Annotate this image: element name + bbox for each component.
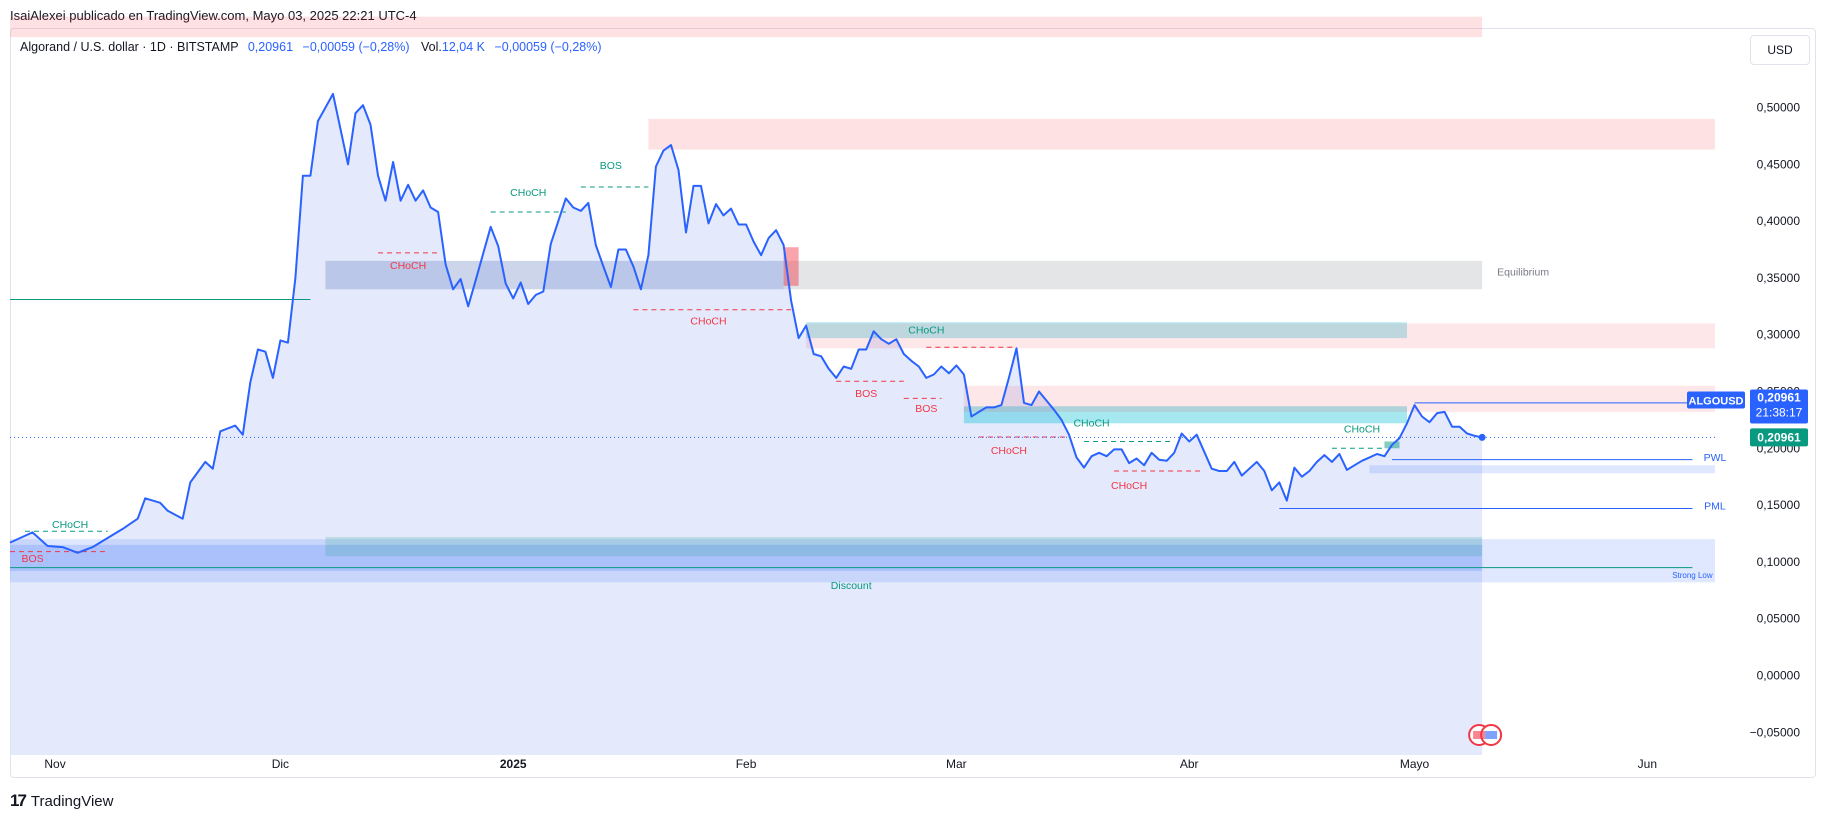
structure-zone[interactable] [648,118,1715,150]
symbol-legend[interactable]: Algorand / U.S. dollar · 1D · BITSTAMP 0… [20,40,602,54]
countdown-tag-time: 21:38:17 [1756,405,1803,419]
x-tick-label: Feb [736,757,757,771]
y-tick-label: 0,00000 [1757,668,1801,682]
x-tick-label: Mar [946,757,967,771]
y-tick-label: 0,35000 [1757,271,1801,285]
brand-name[interactable]: TradingView [30,792,114,810]
structure-zone[interactable] [10,544,1483,571]
countdown-tag-price: 0,20961 [1757,390,1801,404]
price-area [10,93,1483,755]
smc-label: CHoCH [690,315,726,327]
y-tick-label: 0,50000 [1757,101,1801,115]
x-tick-label: Nov [44,757,65,771]
symbol-tag [1687,391,1745,409]
x-tick-label: 2025 [500,757,527,771]
smc-label: CHoCH [1111,480,1147,492]
structure-zone[interactable] [1369,465,1715,474]
structure-zone[interactable] [10,539,1715,583]
smc-label: BOS [600,160,622,172]
x-tick-label: Abr [1180,757,1199,771]
y-tick-label: 0,45000 [1757,157,1801,171]
y-tick-label: 0,40000 [1757,214,1801,228]
last-price-point [1478,433,1486,441]
smc-label: CHoCH [1073,418,1109,430]
structure-zone[interactable] [963,385,1715,412]
smc-label: BOS [915,403,937,415]
smc-label: CHoCH [1344,423,1380,435]
structure-zone[interactable] [325,536,1483,557]
structure-zone[interactable] [963,406,1408,424]
structure-zone[interactable] [325,260,1483,290]
price-line[interactable] [9,92,1483,554]
countdown-tag [1750,389,1808,424]
footer-brand[interactable]: 17 TradingView [10,791,113,811]
smc-label: Equilibrium [1497,267,1549,279]
last-price-tag [1750,428,1808,447]
legend-price: 0,20961 [247,40,294,54]
y-tick-label: 0,30000 [1757,328,1801,342]
smc-label: CHoCH [908,325,944,337]
symbol-title[interactable]: Algorand / U.S. dollar · 1D · BITSTAMP [20,40,239,54]
smc-label: Strong Low [1672,571,1713,580]
last-price-tag-text: 0,20961 [1757,430,1801,444]
structure-zone[interactable] [806,322,1408,339]
legend-volume: 12,04 K [441,40,485,54]
tradingview-logo-icon[interactable]: 17 [10,791,27,810]
smc-label: CHoCH [991,445,1027,457]
x-tick-label: Dic [272,757,289,771]
chart-panel[interactable] [10,28,1816,778]
smc-label: PML [1704,501,1726,513]
x-tick-label: Mayo [1400,757,1430,771]
structure-zone[interactable] [10,16,1483,38]
y-tick-label: −0,05000 [1750,725,1801,739]
smc-label: PWL [1704,452,1727,464]
smc-label: CHoCH [510,187,546,199]
structure-zone[interactable] [806,323,1715,349]
legend-change: −0,00059 (−0,28%) [302,40,410,54]
legend-volume-change: −0,00059 (−0,28%) [494,40,602,54]
structure-zone[interactable] [325,260,784,290]
y-tick-label: 0,15000 [1757,498,1801,512]
event-flag-stripes [1485,731,1498,739]
volume-label: Vol. [421,40,442,54]
x-tick-label: Jun [1638,757,1657,771]
smc-label: CHoCH [390,260,426,272]
smc-label: BOS [855,388,877,400]
y-tick-label: 0,10000 [1757,555,1801,569]
currency-button[interactable]: USD [1750,35,1810,65]
y-tick-label: 0,05000 [1757,612,1801,626]
smc-label: BOS [21,553,43,565]
smc-label: Discount [831,580,872,592]
publish-info: IsaiAlexei publicado en TradingView.com,… [10,8,417,23]
smc-label: CHoCH [52,519,88,531]
symbol-tag-text: ALGOUSD [1689,395,1744,407]
event-flag-stripes [1473,731,1486,739]
